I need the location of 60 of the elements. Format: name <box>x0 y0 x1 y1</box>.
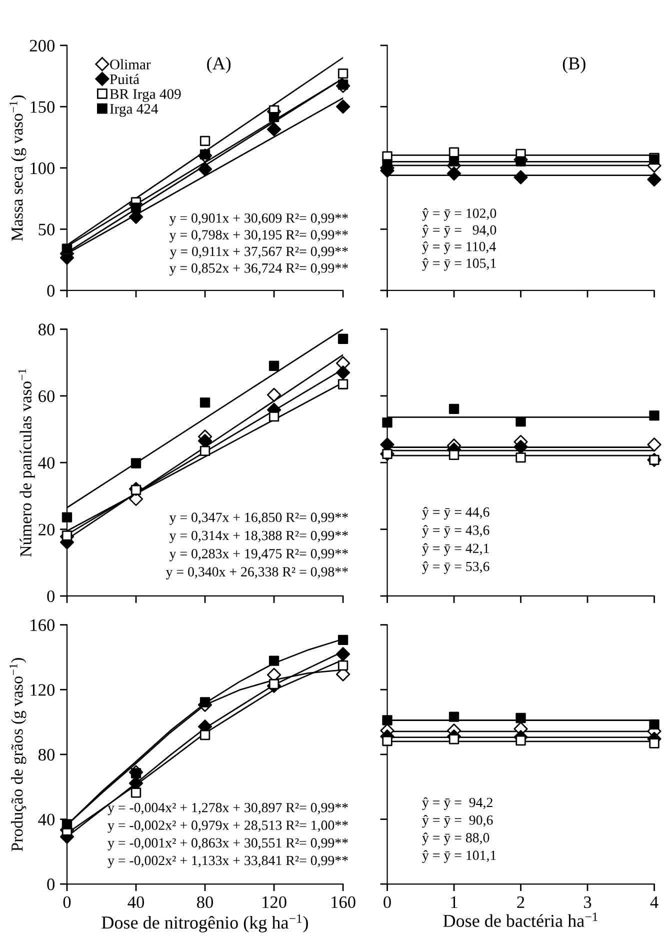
x-tick-label: 3 <box>584 896 592 908</box>
annotation: ŷ = ȳ = 102,0 <box>422 208 496 221</box>
annotation: ŷ = ȳ = 42,1 <box>422 543 489 556</box>
y-tick-label: 150 <box>30 101 55 113</box>
x-axis-title: Dose de bactéria ha$^{−1}$ <box>443 912 598 927</box>
x-tick-label: 0 <box>63 896 71 908</box>
x-tick-label: 160 <box>332 896 356 908</box>
annotation: ŷ = ȳ = 105,1 <box>422 258 496 271</box>
x-tick-label: 80 <box>197 896 214 908</box>
y-tick-label: 80 <box>38 324 55 336</box>
legend-label: BR Irga 409 <box>110 89 181 102</box>
annotation: y = 0,283x + 19,475 R²= 0,99** <box>169 548 348 562</box>
annotation: y = 0,340x + 26,338 R² = 0,98** <box>166 567 348 580</box>
annotation: ŷ = ȳ = 88,0 <box>422 832 490 846</box>
y-tick-label: 40 <box>38 814 55 826</box>
y-axis-title: Número de panículas vaso$^{−1}$ <box>18 369 35 557</box>
annotation: y = -0,002x² + 0,979x + 28,513 R²= 1,00** <box>108 820 348 833</box>
annotation: ŷ = ȳ = 101,1 <box>422 850 496 863</box>
annotation: ŷ = ȳ = 94,2 <box>422 797 492 810</box>
annotation: ŷ = ȳ = 53,6 <box>422 561 490 574</box>
y-tick-label: 0 <box>47 590 55 602</box>
text: (A) <box>207 56 231 74</box>
annotation: y = 0,911x + 37,567 R²= 0,99** <box>170 246 348 259</box>
x-tick-label: 4 <box>650 896 658 908</box>
annotation: ŷ = ȳ = 110,4 <box>422 241 496 254</box>
y-tick-label: 60 <box>38 390 55 402</box>
x-tick-label: 2 <box>517 896 524 908</box>
y-tick-label: 120 <box>30 684 55 696</box>
y-tick-label: 160 <box>30 619 55 632</box>
y-tick-label: 100 <box>30 162 55 174</box>
x-axis-title: Dose de nitrogênio (kg ha$^{−1}$) <box>102 914 308 932</box>
y-axis-title: Produção de grãos (g vaso$^{−1}$) <box>10 658 26 852</box>
x-tick-label: 0 <box>384 896 391 908</box>
annotation: y = -0,002x² + 1,133x + 33,841 R²= 0,99** <box>108 856 348 868</box>
y-tick-label: 20 <box>38 524 55 536</box>
annotation: ŷ = ȳ = 90,6 <box>422 814 493 828</box>
annotation: y = -0,004x² + 1,278x + 30,897 R²= 0,99** <box>108 802 348 816</box>
y-tick-label: 80 <box>38 748 55 761</box>
annotation: y = 0,901x + 30,609 R²= 0,99** <box>169 213 348 226</box>
y-tick-label: 0 <box>47 878 55 890</box>
text: (B) <box>562 56 586 74</box>
y-tick-label: 40 <box>38 457 55 469</box>
annotation: y = -0,001x² + 0,863x + 30,551 R²= 0,99** <box>108 838 348 850</box>
legend-label: Olimar <box>110 59 151 70</box>
legend-label: Puitá <box>110 74 140 84</box>
legend-label: Irga 424 <box>110 104 158 117</box>
annotation: ŷ = ȳ = 44,6 <box>422 506 490 520</box>
annotation: y = 0,314x + 18,388 R²= 0,99** <box>169 530 348 544</box>
y-axis-title: Massa seca (g vaso$^{−1}$) <box>10 95 26 241</box>
annotation: y = 0,852x + 36,724 R²= 0,99** <box>169 263 348 276</box>
annotation: ŷ = ȳ = 94,0 <box>422 224 496 238</box>
y-tick-label: 0 <box>47 284 55 297</box>
y-tick-label: 200 <box>30 40 55 52</box>
annotation: y = 0,798x + 30,195 R²= 0,99** <box>169 230 348 242</box>
y-tick-label: 50 <box>38 224 55 236</box>
x-tick-label: 1 <box>451 896 458 908</box>
annotation: ŷ = ȳ = 43,6 <box>422 525 490 538</box>
annotation: y = 0,347x + 16,850 R²= 0,99** <box>169 512 348 525</box>
x-tick-label: 120 <box>262 896 286 908</box>
x-tick-label: 40 <box>128 896 144 908</box>
